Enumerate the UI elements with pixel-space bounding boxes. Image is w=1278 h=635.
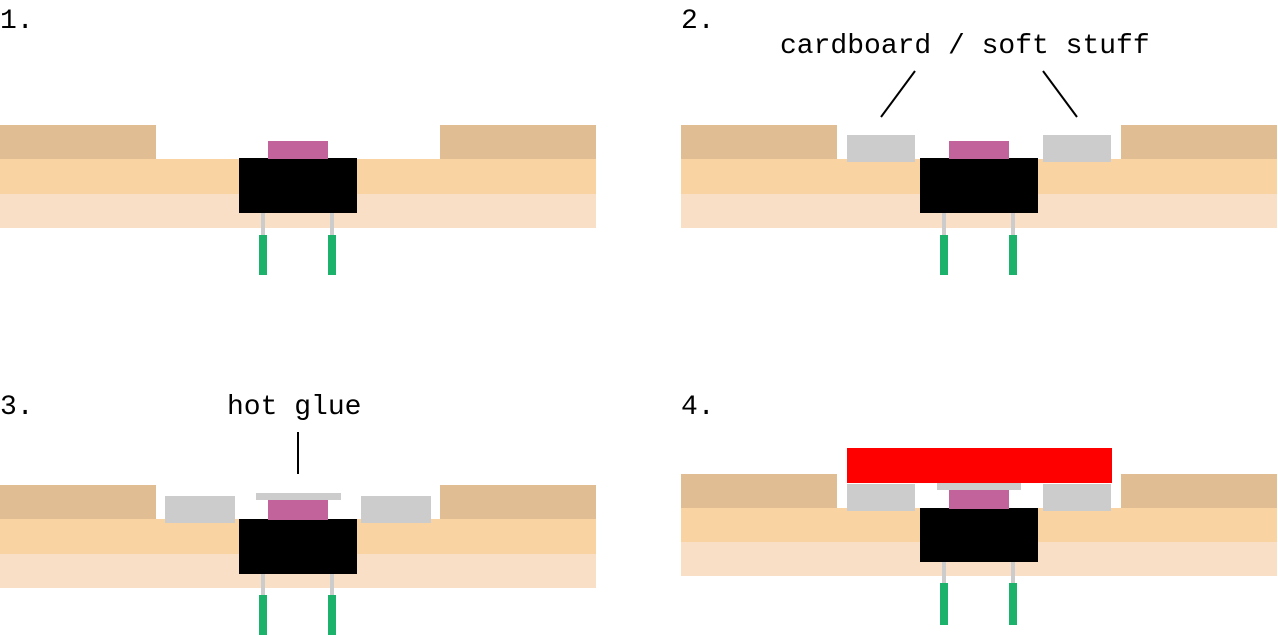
- panel-1: 1.: [0, 6, 596, 275]
- spacer-left: [847, 135, 915, 162]
- pin-left: [261, 213, 265, 235]
- lead-right: [328, 235, 336, 275]
- spacer-right: [1043, 135, 1111, 162]
- pin-left: [942, 561, 946, 583]
- top-layer-left: [0, 125, 156, 159]
- pin-left: [261, 573, 265, 595]
- pin-right: [330, 573, 334, 595]
- step-label-2: 2.: [681, 6, 715, 37]
- hot-glue-blob: [937, 483, 1021, 490]
- pin-left: [942, 213, 946, 235]
- pin-right: [1011, 213, 1015, 235]
- switch-body: [239, 519, 357, 574]
- lead-left: [259, 595, 267, 635]
- switch-body: [239, 158, 357, 213]
- spacer-right: [361, 496, 431, 523]
- top-layer-right: [440, 125, 596, 159]
- lead-left: [940, 235, 948, 275]
- pin-right: [330, 213, 334, 235]
- top-layer-right: [440, 485, 596, 519]
- step-label-1: 1.: [0, 6, 34, 37]
- leader-line-left: [880, 70, 916, 118]
- hot-glue-blob: [256, 493, 341, 500]
- lead-left: [940, 583, 948, 625]
- button-cap: [268, 141, 328, 159]
- spacer-left: [847, 484, 915, 511]
- button-cap: [268, 500, 328, 520]
- top-layer-left: [681, 474, 837, 508]
- switch-body: [920, 508, 1038, 562]
- spacer-left: [165, 496, 235, 523]
- annotation-cardboard: cardboard / soft stuff: [780, 31, 1150, 62]
- lead-right: [1009, 583, 1017, 625]
- top-layer-right: [1121, 125, 1277, 159]
- button-cap: [949, 141, 1009, 159]
- step-label-3: 3.: [0, 392, 34, 423]
- step-label-4: 4.: [681, 392, 715, 423]
- lead-left: [259, 235, 267, 275]
- spacer-right: [1043, 484, 1111, 511]
- switch-body: [920, 158, 1038, 213]
- top-layer-right: [1121, 474, 1277, 508]
- top-plate: [847, 448, 1112, 483]
- panel-2: 2. cardboard / soft stuff: [681, 6, 1277, 275]
- button-cap: [949, 489, 1009, 509]
- pin-right: [1011, 561, 1015, 583]
- leader-line-right: [1042, 70, 1078, 118]
- top-layer-left: [0, 485, 156, 519]
- annotation-hot-glue: hot glue: [227, 392, 361, 423]
- panel-3: 3. hot glue: [0, 392, 596, 635]
- lead-right: [328, 595, 336, 635]
- panel-4: 4.: [681, 392, 1277, 625]
- lead-right: [1009, 235, 1017, 275]
- top-layer-left: [681, 125, 837, 159]
